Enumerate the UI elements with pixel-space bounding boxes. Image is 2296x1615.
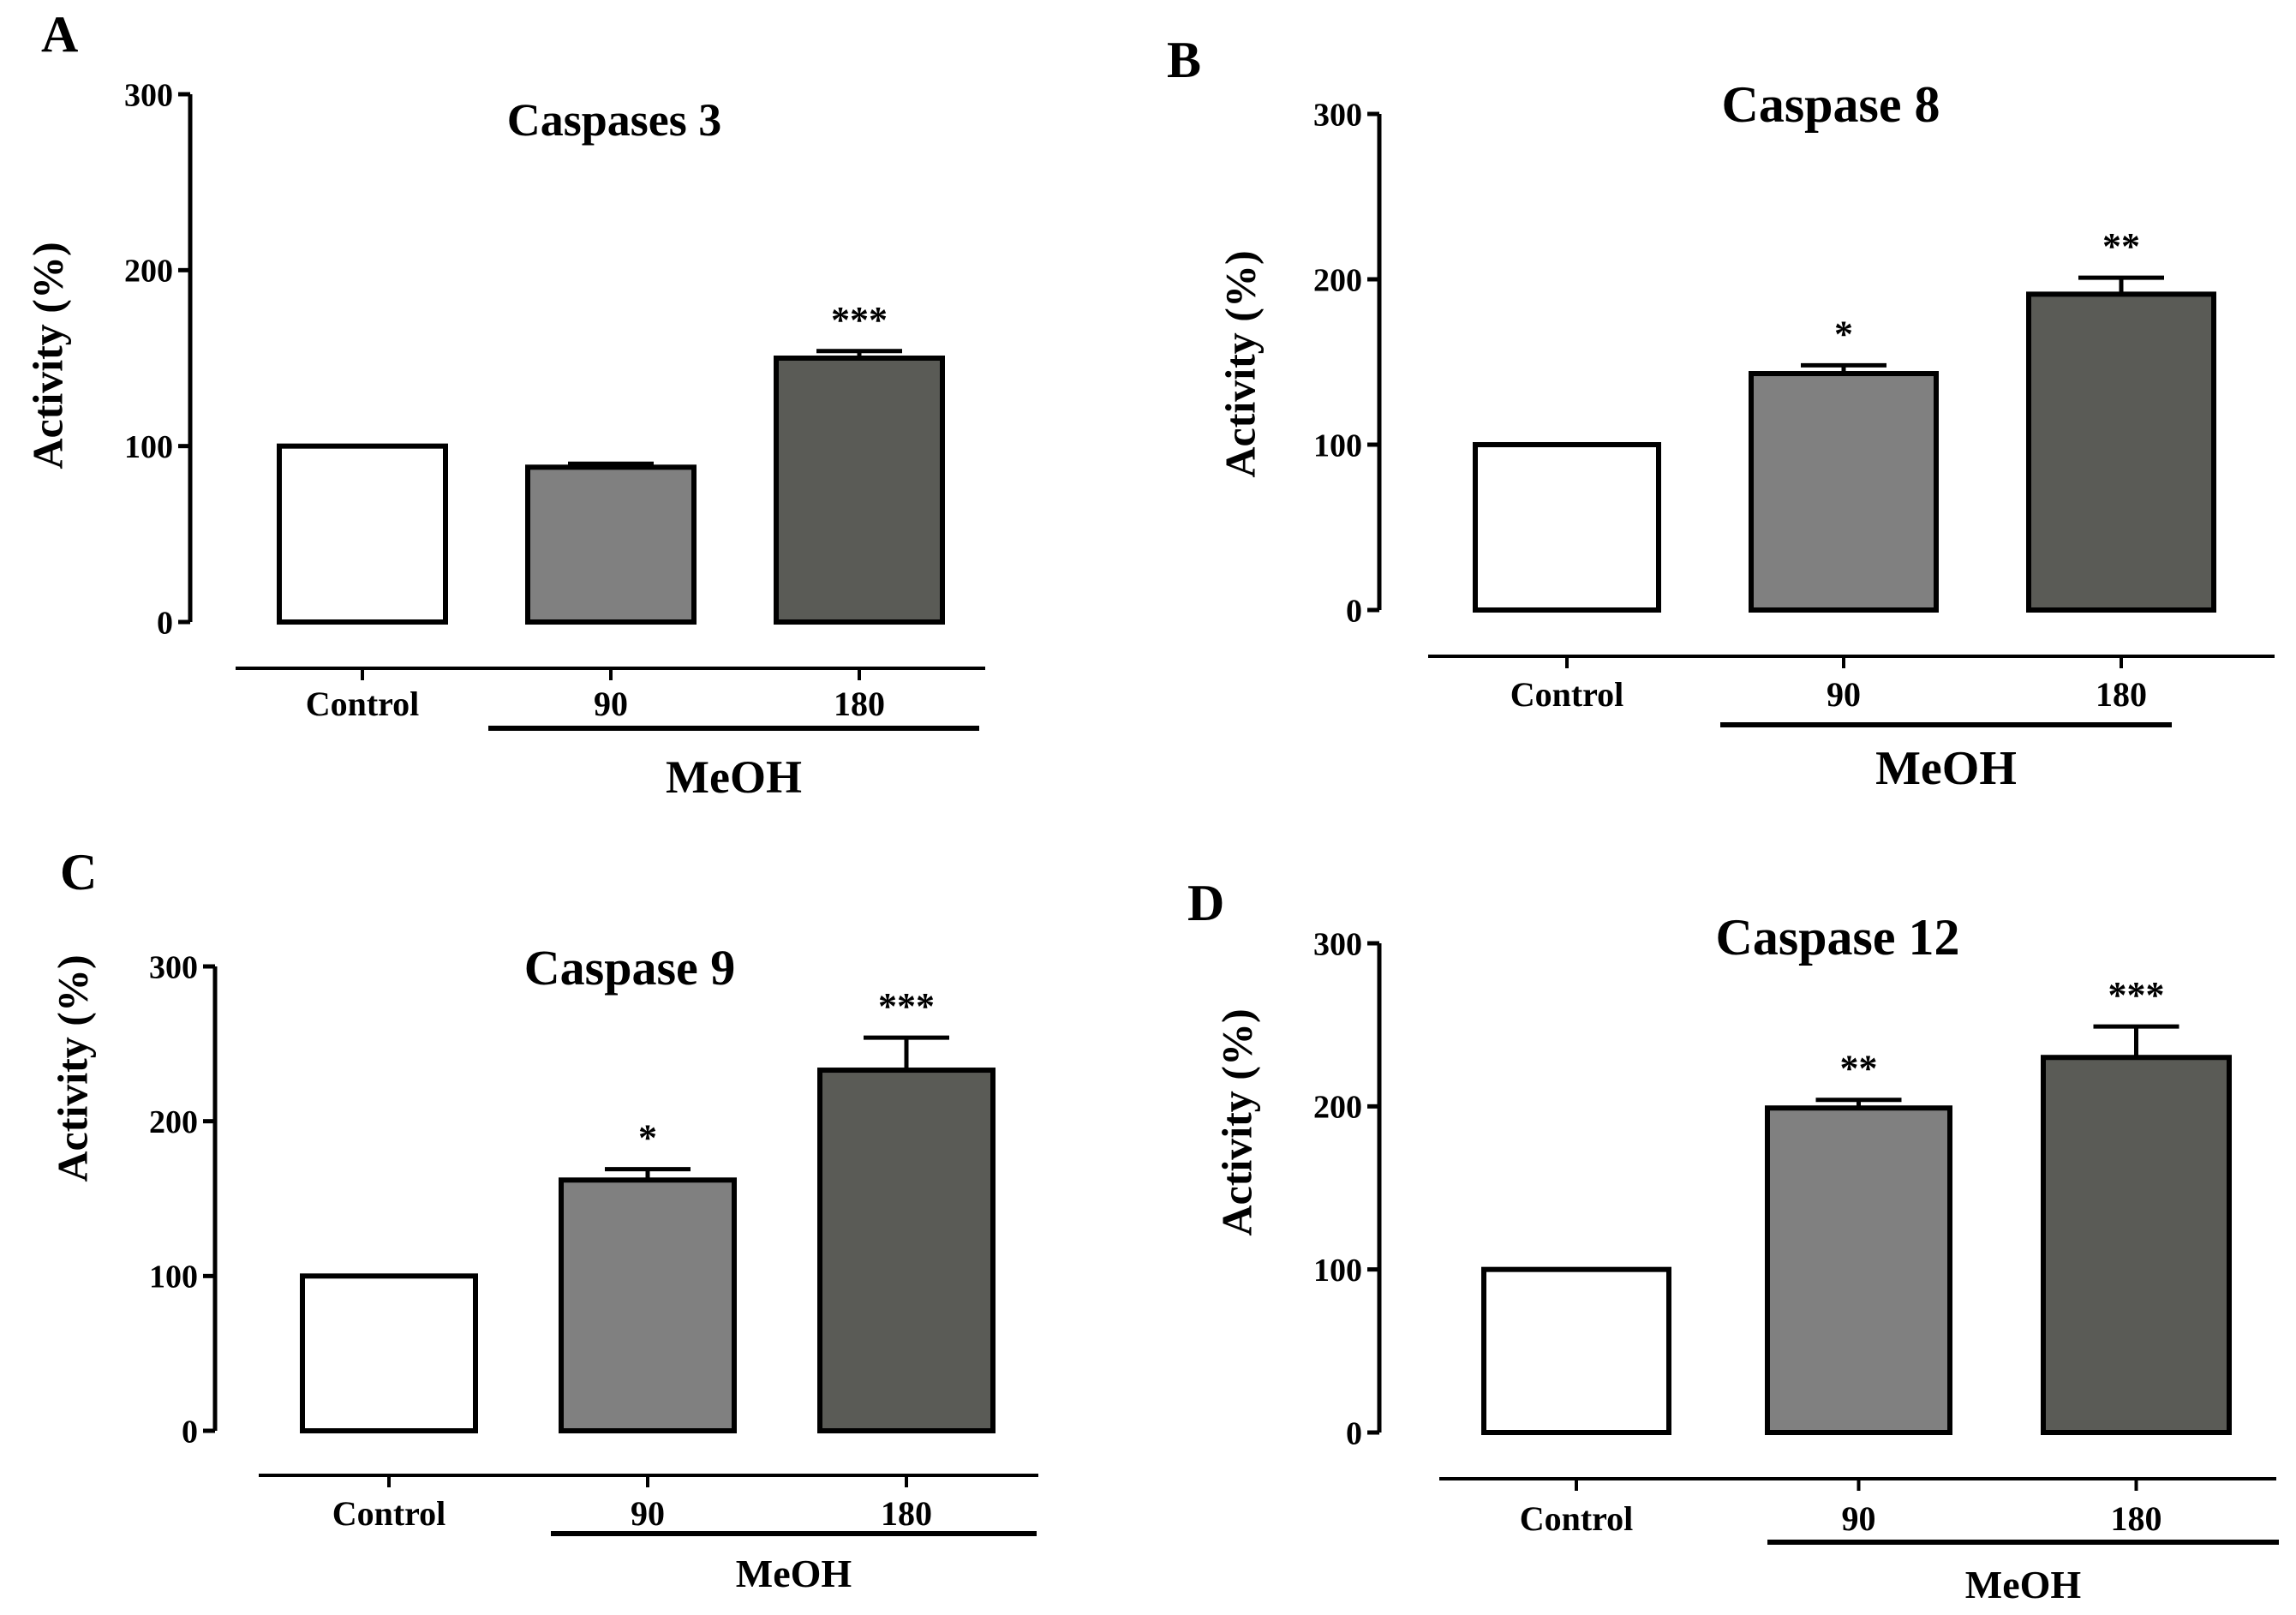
x-tick-label: 90: [1842, 1499, 1876, 1538]
x-tick-label: 90: [631, 1494, 665, 1533]
significance-label-2: ***: [878, 985, 935, 1027]
y-tick-label: 100: [149, 1259, 198, 1295]
y-tick-label: 200: [124, 254, 173, 290]
y-axis-label: Activity (%): [49, 954, 97, 1181]
significance-label-2: ***: [831, 299, 888, 341]
bar-90: [1749, 371, 1939, 613]
y-tick-label: 300: [149, 949, 198, 985]
y-tick-label: 100: [124, 429, 173, 465]
bar-control: [1473, 442, 1661, 613]
bar-90: [559, 1177, 737, 1433]
y-tick-label: 300: [1313, 926, 1362, 962]
chart-title: Caspases 3: [507, 94, 722, 146]
y-tick-label: 200: [1313, 1090, 1362, 1126]
chart-title: Caspase 8: [1721, 76, 1940, 133]
significance-label-2: **: [2102, 225, 2140, 267]
x-tick-label: 180: [2111, 1499, 2162, 1538]
bar-180: [817, 1068, 996, 1433]
panel-letter: B: [1167, 32, 1201, 88]
panel-letter: C: [60, 844, 97, 900]
panel-c: C Caspase 9 Activity (%) 0 100 200 300 Control *…: [49, 844, 1038, 1595]
y-tick-label: 100: [1313, 1253, 1362, 1289]
x-tick-label: Control: [306, 685, 420, 723]
y-tick-label: 100: [1313, 428, 1362, 464]
group-label: MeOH: [1875, 742, 2017, 795]
x-tick-label: Control: [332, 1494, 446, 1533]
y-axis-label: Activity (%): [1213, 1008, 1261, 1235]
x-tick-label: 180: [881, 1494, 932, 1533]
panel-letter: A: [41, 6, 78, 63]
x-tick-label: 180: [834, 685, 885, 723]
y-tick-label: 0: [182, 1414, 198, 1450]
x-tick-label: 90: [1827, 675, 1861, 714]
y-axis-label: Activity (%): [24, 242, 72, 469]
significance-label-2: ***: [2108, 974, 2165, 1016]
x-tick-label: Control: [1510, 675, 1624, 714]
x-tick-label: Control: [1520, 1499, 1634, 1538]
y-tick-label: 0: [157, 605, 173, 641]
panel-a: A Caspases 3 Activity (%) 0 100 200 300 Control…: [24, 6, 985, 803]
y-tick-label: 300: [1313, 97, 1362, 133]
panel-d: D Caspase 12 Activity (%) 0 100 200 300 Control…: [1187, 875, 2279, 1606]
group-label: MeOH: [1965, 1563, 2082, 1606]
chart-title: Caspase 9: [524, 940, 736, 996]
chart-title: Caspase 12: [1715, 909, 1959, 966]
bar-180: [2026, 291, 2216, 613]
significance-label-1: **: [1840, 1048, 1878, 1090]
bar-control: [300, 1273, 478, 1434]
panel-b: B Caspase 8 Activity (%) 0 100 200 300 Control *…: [1167, 32, 2275, 795]
bar-90: [1765, 1105, 1952, 1436]
y-tick-label: 0: [1346, 1415, 1362, 1451]
significance-label-1: *: [638, 1117, 657, 1159]
y-tick-label: 300: [124, 77, 173, 113]
y-tick-label: 200: [1313, 262, 1362, 298]
bar-180: [774, 356, 945, 625]
group-label: MeOH: [666, 751, 802, 803]
panel-letter: D: [1187, 875, 1224, 931]
y-tick-label: 0: [1346, 593, 1362, 629]
bar-180: [2041, 1055, 2232, 1435]
x-tick-label: 90: [594, 685, 628, 723]
y-axis-label: Activity (%): [1217, 250, 1265, 477]
significance-label-1: *: [1834, 313, 1853, 355]
bar-90: [525, 464, 697, 625]
bar-control: [277, 443, 448, 625]
bar-control: [1481, 1266, 1671, 1435]
group-label: MeOH: [736, 1552, 852, 1595]
y-tick-label: 200: [149, 1104, 198, 1140]
x-tick-label: 180: [2096, 675, 2147, 714]
